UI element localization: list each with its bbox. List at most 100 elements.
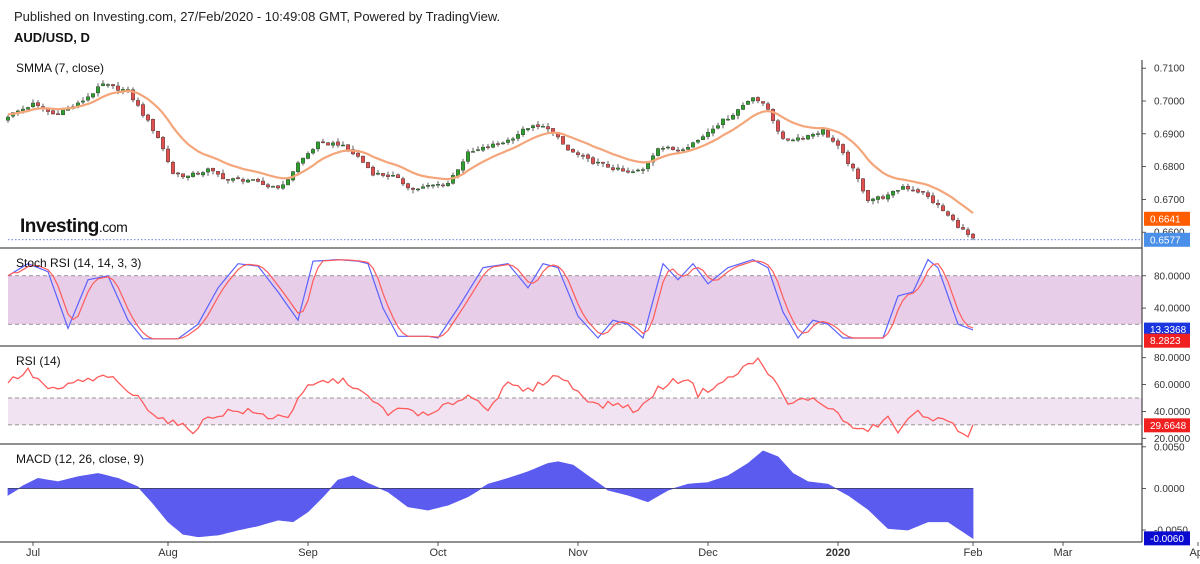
candle-body (361, 155, 366, 163)
candle-body (466, 151, 471, 162)
price-tick-label: 0.6900 (1154, 129, 1185, 140)
published-caption: Published on Investing.com, 27/Feb/2020 … (14, 9, 501, 24)
candle-body (841, 144, 846, 154)
candle-body (250, 179, 255, 181)
stoch-tick-label: 80.0000 (1154, 271, 1191, 282)
price-tick-label: 0.7000 (1154, 97, 1185, 108)
candle-body (366, 162, 371, 169)
macd-label: MACD (12, 26, close, 9) (16, 452, 145, 466)
candle-body (856, 168, 861, 180)
candle-body (306, 153, 311, 159)
date-label-oct: Oct (429, 547, 446, 559)
candle-body (656, 148, 661, 156)
candle-body (421, 186, 426, 189)
candle-body (596, 161, 601, 164)
candle-body (266, 184, 271, 188)
stoch-d-badge-bg (1144, 333, 1190, 348)
candle-body (716, 125, 721, 129)
candle-body (956, 220, 961, 228)
candle-body (941, 205, 946, 212)
candle-body (61, 109, 66, 116)
stoch-k-badge: 13.3368 (1150, 325, 1187, 336)
date-label-aug: Aug (158, 547, 178, 559)
rsi-label: RSI (14) (16, 354, 61, 368)
candle-body (95, 86, 100, 94)
pane-separators (0, 60, 1143, 543)
candle-body (706, 132, 711, 137)
candle-body (691, 142, 696, 148)
rsi-tick-label: 60.0000 (1154, 380, 1191, 391)
candle-body (831, 137, 836, 142)
candle-body (386, 174, 391, 177)
candle-body (811, 134, 816, 137)
candle-body (381, 173, 386, 176)
candle-body (906, 185, 911, 190)
candle-body (771, 108, 776, 121)
stoch-band (8, 275, 1142, 325)
candle-body (296, 162, 301, 172)
candle-body (51, 110, 56, 115)
date-label-dec: Dec (698, 547, 718, 559)
candle-body (26, 107, 31, 110)
candle-body (781, 131, 786, 139)
candle-body (911, 189, 916, 192)
candle-body (886, 194, 891, 200)
candle-body (756, 97, 761, 102)
candle-body (511, 138, 516, 141)
time-axis: Jul Aug Sep Oct Nov Dec 2020 Feb Mar Apr (26, 542, 1200, 559)
stoch-k-badge-bg (1144, 322, 1190, 337)
candle-body (356, 152, 361, 157)
candle-body (316, 141, 321, 150)
date-label-2020: 2020 (826, 547, 850, 559)
candle-body (85, 96, 90, 101)
candle-body (861, 178, 866, 192)
candle-body (961, 227, 966, 230)
candle-body (436, 184, 441, 186)
candle-body (506, 139, 511, 143)
candle-body (921, 191, 926, 193)
candle-body (135, 100, 140, 106)
candle-body (601, 161, 606, 164)
candle-body (190, 172, 195, 177)
candle-body (836, 140, 841, 146)
candle-body (406, 183, 411, 189)
candle-body (481, 147, 486, 151)
candle-body (461, 161, 466, 171)
candle-body (726, 118, 731, 121)
macd-value-badge: -0.0060 (1150, 534, 1184, 545)
price-axis: 0.71000.70000.69000.68000.67000.660080.0… (1142, 64, 1191, 546)
rsi-pane (7, 357, 1142, 438)
stoch-rsi-pane (7, 258, 1142, 340)
candle-body (896, 190, 901, 192)
candle-body (936, 202, 941, 206)
price-tick-label: 0.6800 (1154, 162, 1185, 173)
macd-pane (7, 450, 974, 540)
candle-body (526, 128, 531, 131)
candle-body (140, 104, 145, 116)
candle-body (576, 152, 581, 155)
candle-body (110, 84, 115, 87)
candle-body (130, 89, 135, 101)
price-tick-label: 0.7100 (1154, 64, 1185, 75)
candle-body (371, 166, 376, 176)
candle-body (301, 157, 306, 164)
date-label-mar: Mar (1054, 547, 1073, 559)
candle-body (821, 129, 826, 135)
macd-value-badge-bg (1144, 531, 1190, 546)
candle-body (100, 83, 105, 86)
candle-body (626, 170, 631, 173)
candle-body (235, 177, 240, 180)
candle-body (240, 179, 245, 182)
candle-body (566, 144, 571, 151)
candle-body (336, 141, 341, 146)
candle-body (846, 151, 851, 164)
candle-body (791, 139, 796, 142)
rsi-tick-label: 80.0000 (1154, 353, 1191, 364)
candle-body (621, 168, 626, 172)
rsi-value-badge: 29.6648 (1150, 421, 1187, 432)
rsi-line (7, 357, 974, 438)
candle-body (496, 143, 501, 145)
candle-body (21, 108, 26, 112)
date-label-jul: Jul (26, 547, 40, 559)
candle-body (671, 146, 676, 150)
